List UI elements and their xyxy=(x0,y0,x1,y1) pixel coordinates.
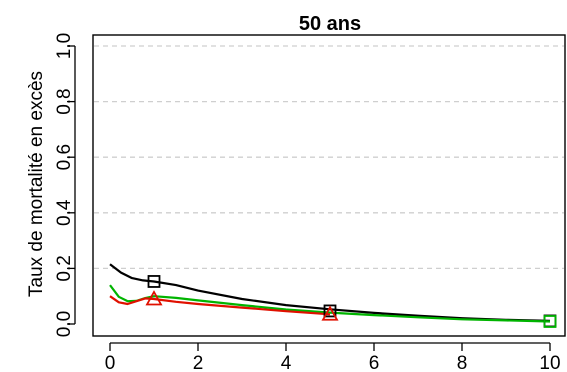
series-markers xyxy=(145,275,557,328)
y-tick-label: 0.6 xyxy=(54,144,75,170)
y-tick-label: 0.0 xyxy=(54,311,75,337)
y-tick-label: 0.4 xyxy=(54,199,75,226)
plot-frame xyxy=(92,34,566,337)
x-tick-label: 4 xyxy=(281,353,292,372)
series-line-2 xyxy=(109,295,331,316)
y-tick-label: 1.0 xyxy=(54,33,75,59)
marker-square xyxy=(543,315,557,328)
series-line-0 xyxy=(109,263,551,322)
axes: 0 2 4 6 8 10 0.0 0.2 0.4 0.6 0.8 1.0 xyxy=(54,33,561,372)
marker-triangle xyxy=(321,305,339,321)
y-axis-label: Taux de mortalité en excès xyxy=(26,71,47,297)
series-lines xyxy=(109,263,551,323)
chart-title: 50 ans xyxy=(299,13,361,35)
x-tick-label: 2 xyxy=(193,353,204,372)
x-tick-label: 0 xyxy=(105,353,116,372)
x-tick-label: 8 xyxy=(457,353,468,372)
x-tick-label: 10 xyxy=(539,353,560,372)
marker-square xyxy=(147,275,161,288)
x-tick-label: 6 xyxy=(369,353,380,372)
grid-lines xyxy=(94,45,564,270)
y-tick-label: 0.8 xyxy=(54,88,75,114)
series-line-1 xyxy=(109,284,551,323)
y-tick-label: 0.2 xyxy=(54,255,75,281)
marker-triangle xyxy=(145,290,163,306)
